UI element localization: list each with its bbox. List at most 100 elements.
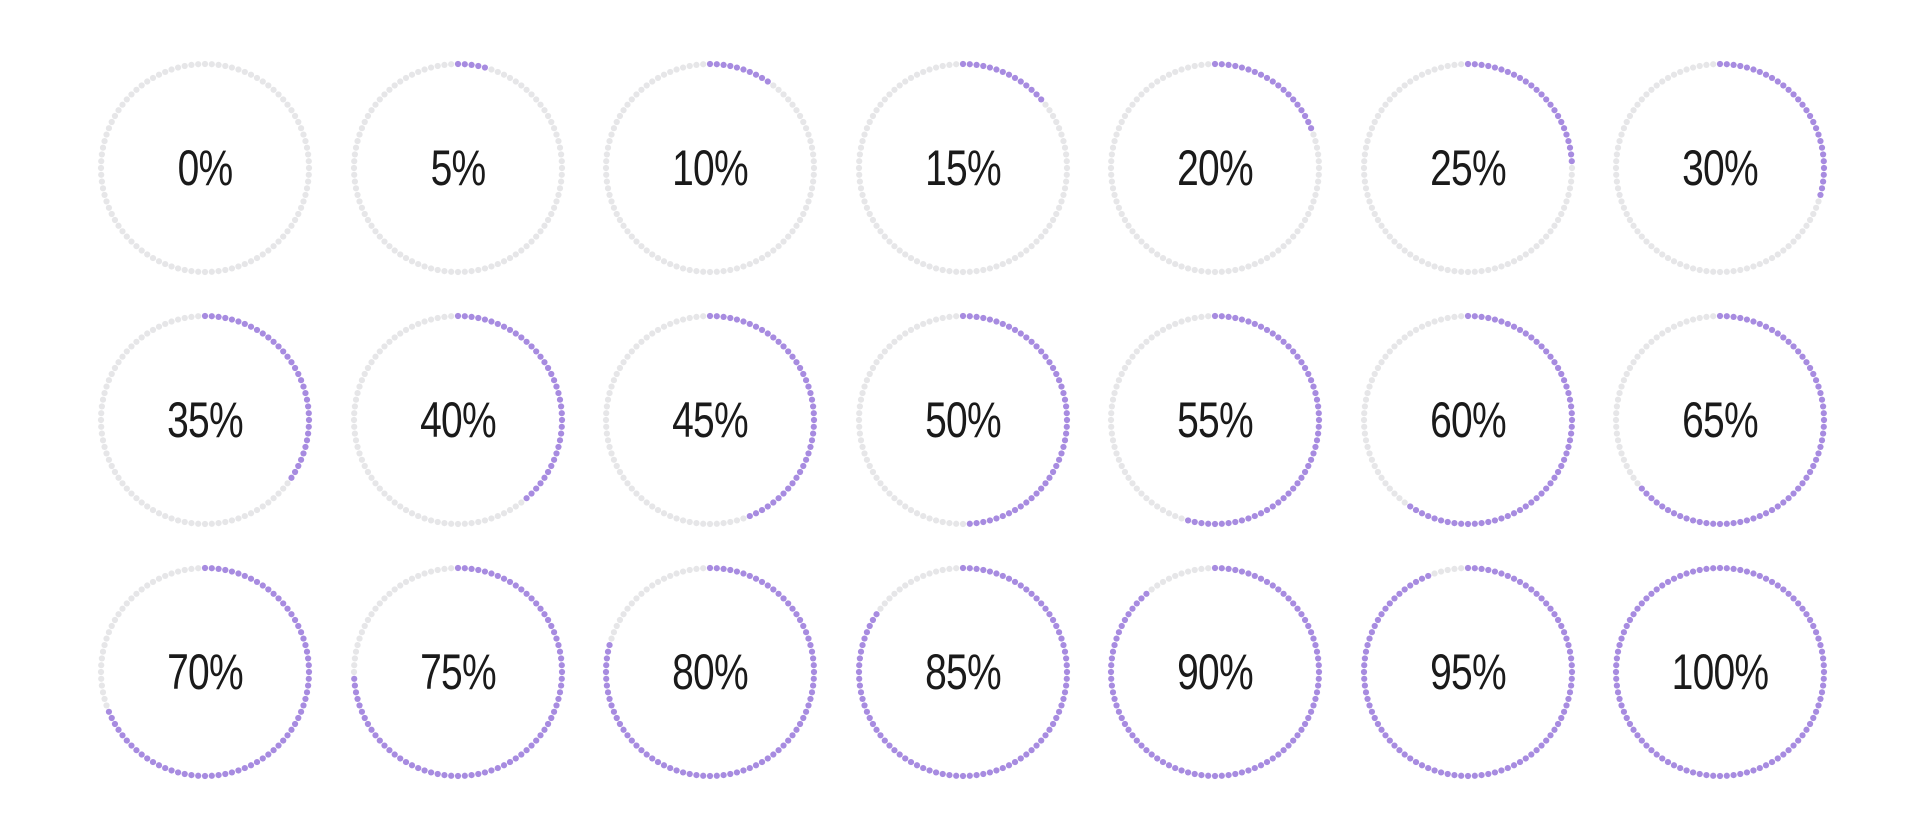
ring-dot-filled xyxy=(952,772,959,779)
ring-dot-empty xyxy=(693,313,700,320)
ring-dot-filled xyxy=(557,430,564,437)
ring-dot-filled xyxy=(149,758,157,766)
ring-dot-empty xyxy=(604,144,612,151)
ring-dot-filled xyxy=(1374,616,1381,624)
ring-dot-empty xyxy=(168,318,175,325)
ring-dot-empty xyxy=(1634,101,1641,108)
ring-dot-filled xyxy=(796,720,804,728)
ring-dot-filled xyxy=(1437,769,1444,776)
ring-dot-filled xyxy=(295,370,302,378)
ring-dot-empty xyxy=(128,343,135,350)
ring-dot-empty xyxy=(408,323,415,330)
ring-dot-filled xyxy=(1063,410,1070,417)
ring-dot-empty xyxy=(1125,222,1132,229)
ring-dot-filled xyxy=(770,586,777,593)
ring-dot-empty xyxy=(638,495,645,502)
ring-dot-filled xyxy=(775,590,782,597)
ring-dot-empty xyxy=(913,258,920,265)
ring-dot-empty xyxy=(919,512,926,520)
ring-dot-empty xyxy=(101,695,108,703)
ring-dot-empty xyxy=(350,668,357,676)
ring-dot-filled xyxy=(1148,751,1155,758)
ring-dot-filled xyxy=(1315,416,1323,424)
ring-dot-empty xyxy=(101,443,108,451)
ring-dot-filled xyxy=(1696,566,1703,574)
ring-dot-filled xyxy=(1285,490,1292,497)
ring-dot-empty xyxy=(603,403,610,410)
ring-dot-empty xyxy=(720,520,727,527)
ring-dot-empty xyxy=(119,101,126,108)
ring-dot-empty xyxy=(643,499,650,506)
ring-dot-filled xyxy=(1045,359,1053,366)
ring-dot-empty xyxy=(1406,330,1413,337)
ring-dot-filled xyxy=(275,595,282,602)
ring-dot-filled xyxy=(1567,682,1574,689)
ring-dot-filled xyxy=(128,742,135,749)
ring-dot-filled xyxy=(1820,151,1827,158)
ring-dot-filled xyxy=(808,689,816,696)
ring-dot-empty xyxy=(557,178,564,185)
ring-dot-empty xyxy=(295,118,302,126)
ring-dot-filled xyxy=(1037,737,1044,744)
ring-dot-filled xyxy=(108,714,115,722)
ring-dot-filled xyxy=(1055,629,1062,636)
ring-dot-filled xyxy=(215,772,222,779)
ring-dot-empty xyxy=(1111,191,1118,199)
ring-dot-filled xyxy=(999,512,1006,520)
ring-dot-filled xyxy=(1812,377,1820,384)
ring-dot-empty xyxy=(624,101,631,108)
ring-dot-empty xyxy=(1107,164,1115,172)
ring-dot-empty xyxy=(679,517,687,524)
ring-dot-filled xyxy=(1032,490,1040,497)
ring-dot-empty xyxy=(1365,383,1373,390)
ring-dot-filled xyxy=(1041,732,1049,739)
ring-dot-filled xyxy=(247,575,255,582)
ring-dot-empty xyxy=(966,268,973,275)
ring-dot-filled xyxy=(1812,708,1820,715)
ring-dot-empty xyxy=(603,430,610,437)
ring-dot-filled xyxy=(1710,772,1717,779)
ring-dot-empty xyxy=(355,635,363,642)
ring-dot-filled xyxy=(556,648,563,655)
ring-dot-empty xyxy=(144,330,151,337)
ring-dot-empty xyxy=(885,91,893,98)
ring-dot-empty xyxy=(215,268,222,275)
ring-dot-empty xyxy=(547,210,554,218)
ring-dot-filled xyxy=(1037,600,1044,607)
ring-dot-empty xyxy=(780,238,787,245)
ring-dot-empty xyxy=(123,233,130,240)
ring-dot-filled xyxy=(604,689,612,696)
ring-dot-empty xyxy=(907,578,914,586)
ring-dot-filled xyxy=(1218,61,1225,68)
ring-dot-filled xyxy=(558,410,565,417)
ring-dot-empty xyxy=(396,330,403,337)
ring-dot-empty xyxy=(939,62,946,70)
ring-dot-empty xyxy=(1143,243,1150,250)
ring-dot-empty xyxy=(603,158,610,165)
ring-dot-empty xyxy=(1620,204,1628,211)
ring-dot-empty xyxy=(869,216,876,224)
ring-dot-filled xyxy=(720,313,727,320)
ring-dot-empty xyxy=(350,423,357,430)
ring-dot-empty xyxy=(115,107,122,114)
ring-dot-empty xyxy=(128,490,135,497)
ring-dot-filled xyxy=(1121,616,1129,624)
ring-dot-empty xyxy=(679,316,687,323)
ring-dot-empty xyxy=(733,517,741,524)
ring-dot-empty xyxy=(1620,456,1628,463)
ring-dot-filled xyxy=(945,772,953,779)
ring-dot-filled xyxy=(972,772,980,779)
ring-dot-empty xyxy=(119,605,126,612)
progress-gauge: 50% xyxy=(853,310,1073,530)
ring-dot-filled xyxy=(1406,755,1413,762)
ring-dot-filled xyxy=(1670,575,1678,582)
ring-dot-empty xyxy=(1630,107,1637,114)
ring-dot-filled xyxy=(1275,82,1282,89)
ring-dot-filled xyxy=(1457,520,1464,527)
ring-dot-empty xyxy=(1121,216,1129,224)
ring-dot-filled xyxy=(1820,675,1827,682)
ring-dot-empty xyxy=(1362,185,1369,192)
ring-dot-filled xyxy=(746,512,753,520)
ring-dot-filled xyxy=(740,767,747,774)
ring-dot-filled xyxy=(1257,575,1265,582)
